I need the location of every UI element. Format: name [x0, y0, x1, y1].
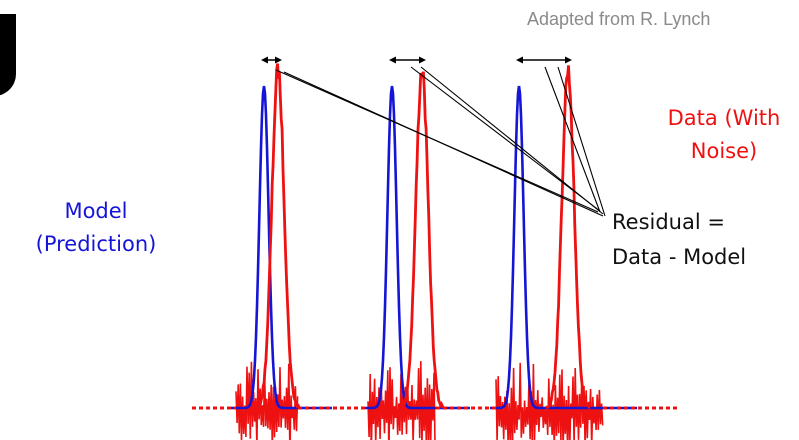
data-label-line1: Data (With — [640, 102, 799, 135]
offset-arrowhead-left-2 — [389, 57, 396, 64]
offset-arrows — [261, 57, 572, 64]
model-pulse-2 — [362, 86, 470, 408]
data-pulse-3 — [546, 65, 589, 408]
credit-text: Adapted from R. Lynch — [527, 9, 710, 30]
offset-arrowhead-right-1 — [275, 57, 282, 64]
model-label-line2: (Prediction) — [8, 228, 184, 261]
data-label: Data (With Noise) — [640, 102, 799, 168]
model-label: Model (Prediction) — [8, 195, 184, 261]
offset-arrowhead-right-2 — [419, 57, 426, 64]
data-pulse-2 — [400, 72, 443, 409]
offset-arrowhead-right-3 — [565, 57, 572, 64]
model-label-line1: Model — [8, 195, 184, 228]
data-label-line2: Noise) — [640, 135, 799, 168]
residual-label: Residual = Data - Model — [612, 205, 746, 275]
residual-label-line1: Residual = — [612, 205, 746, 240]
residual-pointer-lines — [276, 67, 605, 216]
residual-label-line2: Data - Model — [612, 240, 746, 275]
pointer-line-4 — [421, 67, 603, 214]
offset-arrowhead-left-1 — [261, 57, 268, 64]
data-pulse-peaks — [256, 64, 589, 409]
offset-arrowhead-left-3 — [516, 57, 523, 64]
data-noise-1 — [236, 362, 298, 440]
